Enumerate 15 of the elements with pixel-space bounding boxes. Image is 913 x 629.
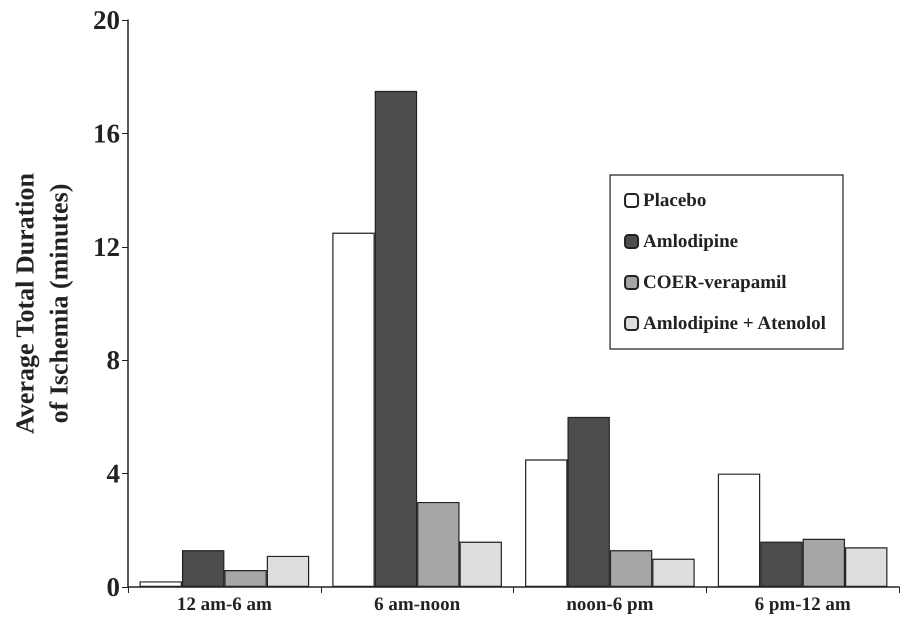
x-tick-label: 12 am-6 am [176, 594, 272, 615]
y-tick-label: 20 [93, 5, 120, 35]
y-tick-label: 8 [106, 345, 120, 376]
x-tick-label: 6 am-noon [374, 594, 461, 615]
legend-label: Placebo [643, 190, 706, 211]
y-tick-label: 4 [106, 458, 120, 489]
y-tick-label: 16 [93, 118, 120, 148]
x-tick-label: 6 pm-12 am [754, 594, 851, 615]
x-tick-label: noon-6 pm [566, 594, 654, 615]
legend-label: Amlodipine + Atenolol [643, 313, 826, 334]
y-tick-label: 12 [93, 232, 120, 262]
y-tick-label: 0 [106, 572, 120, 602]
legend-label: Amlodipine [643, 231, 738, 252]
y-axis-title: Average Total Duration of Ischemia (minutes) [10, 172, 74, 434]
legend-label: COER-verapamil [643, 272, 787, 293]
